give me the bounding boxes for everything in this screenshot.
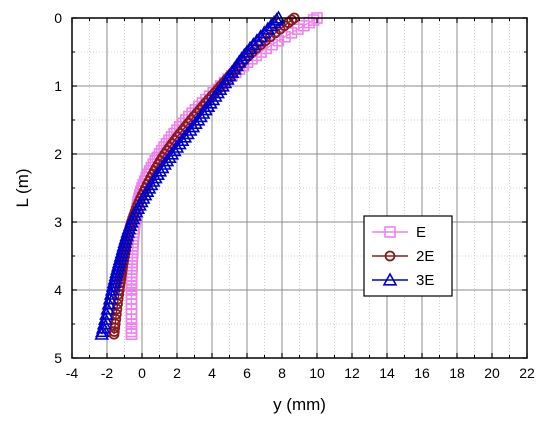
x-tick-label: 8 — [278, 365, 286, 381]
y-tick-label: 2 — [54, 146, 62, 162]
y-tick-labels: 0 1 2 3 4 5 — [54, 10, 62, 366]
x-tick-label: -2 — [101, 365, 114, 381]
data-point-3E — [100, 301, 116, 315]
data-point-3E — [101, 296, 117, 310]
legend-label-3E: 3E — [416, 272, 434, 289]
x-tick-label: 22 — [519, 365, 535, 381]
data-point-3E — [103, 286, 119, 300]
legend-marker-3E — [382, 272, 398, 286]
series-layer — [94, 10, 323, 341]
x-tick-label: 4 — [208, 365, 216, 381]
y-tick-label: 3 — [54, 214, 62, 230]
data-point-E — [298, 19, 310, 32]
x-tick-label: 10 — [309, 365, 325, 381]
y-tick-label: 1 — [54, 78, 62, 94]
data-point-3E — [97, 311, 113, 325]
y-tick-label: 4 — [54, 282, 62, 298]
data-point-3E — [102, 291, 118, 305]
data-point-3E — [104, 282, 120, 296]
x-tick-label: 0 — [138, 365, 146, 381]
x-tick-label: 20 — [484, 365, 500, 381]
data-point-3E — [94, 326, 110, 340]
legend-marker-E — [384, 226, 396, 238]
y-tick-label: 5 — [54, 350, 62, 366]
legend: E 2E 3E — [363, 215, 453, 297]
data-point-E — [292, 23, 304, 35]
data-point-3E — [99, 306, 114, 320]
data-point-E — [285, 27, 298, 39]
data-point-3E — [95, 320, 111, 334]
x-tick-label: 16 — [414, 365, 430, 381]
axis-ticks — [71, 17, 528, 359]
legend-marker-2E — [384, 250, 396, 262]
x-tick-label: 12 — [344, 365, 360, 381]
data-point-3E — [269, 12, 284, 26]
x-tick-label: 6 — [243, 365, 251, 381]
legend-label-2E: 2E — [416, 248, 434, 265]
data-point-3E — [242, 40, 258, 55]
y-tick-label: 0 — [54, 10, 62, 26]
y-axis-title: L (m) — [13, 168, 32, 207]
data-point-2E — [108, 328, 120, 340]
x-tick-labels: -4 -2 0 2 4 6 8 10 12 14 16 18 20 22 — [66, 365, 535, 381]
x-tick-label: 18 — [449, 365, 465, 381]
x-axis-title: y (mm) — [273, 395, 326, 414]
data-point-E — [279, 30, 291, 43]
legend-label-E: E — [416, 224, 426, 241]
x-tick-label: 14 — [379, 365, 395, 381]
series-3E — [94, 10, 286, 340]
data-point-E — [125, 328, 138, 341]
x-tick-label: -4 — [66, 365, 79, 381]
data-point-3E — [266, 14, 282, 29]
x-tick-label: 2 — [173, 365, 181, 381]
